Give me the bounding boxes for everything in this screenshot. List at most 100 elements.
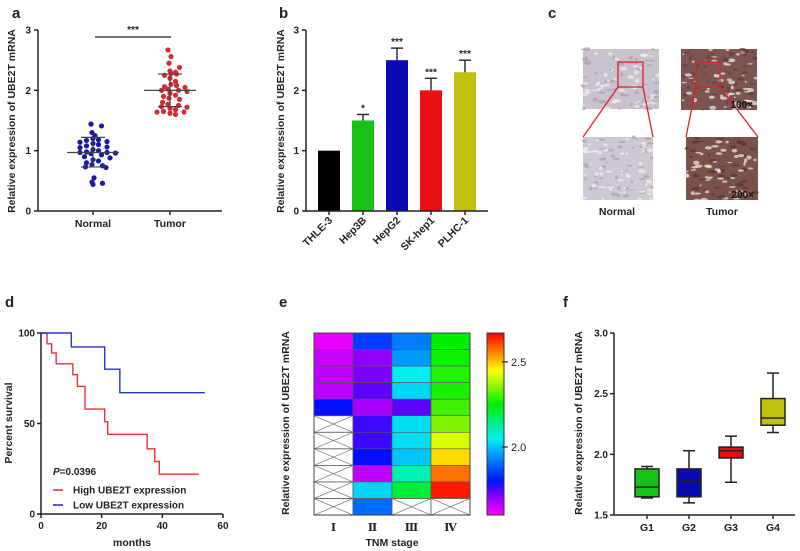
data-point [181, 109, 187, 115]
cell [704, 190, 710, 194]
data-point [90, 181, 96, 188]
heatmap-cell [313, 332, 354, 350]
cell [691, 140, 700, 144]
cell [609, 79, 616, 83]
cell [605, 161, 609, 164]
cell [635, 138, 639, 140]
cell [728, 80, 736, 85]
heatmap-cell [313, 382, 354, 400]
panel-b-bar-chart: b Relative expression of UBE2T mRNA THLE-3… [275, 5, 488, 253]
cell [715, 152, 723, 155]
data-point [176, 96, 183, 102]
cell [639, 64, 642, 67]
heatmap-cell [352, 448, 393, 466]
cell [607, 148, 614, 152]
cell [737, 169, 744, 172]
cell [635, 89, 638, 93]
heatmap-cell [352, 498, 393, 516]
cell [650, 156, 654, 160]
p-value-number: =0.0396 [60, 467, 97, 478]
cell [639, 177, 645, 180]
cell [595, 139, 600, 142]
data-point [103, 164, 109, 171]
zoom-connector [642, 86, 654, 138]
cell [641, 148, 645, 153]
cell [682, 63, 688, 67]
y-tick-label: 2 [293, 86, 299, 97]
cell [700, 197, 708, 201]
cell [730, 145, 737, 149]
heatmap-cell [430, 365, 471, 383]
y-tick-label: 3.0 [594, 329, 608, 340]
cell [640, 141, 647, 145]
heatmap-cell [391, 332, 432, 350]
heatmap-cell [352, 431, 393, 450]
cell [596, 88, 601, 91]
heatmap-cell [391, 448, 432, 466]
y-tick-label: 2.0 [594, 450, 608, 461]
cell [681, 53, 685, 55]
cell [608, 68, 612, 72]
cell [727, 161, 733, 164]
x-tick-label: 60 [217, 521, 229, 532]
cell [598, 100, 606, 104]
cell [584, 60, 592, 65]
p-label: P [53, 467, 60, 478]
legend-label: High UBE2T expression [73, 486, 186, 497]
cell [703, 65, 707, 68]
cell [730, 108, 734, 110]
cell [711, 192, 716, 197]
cell [730, 85, 734, 90]
cell [647, 142, 654, 145]
cell [616, 179, 624, 182]
cell [751, 101, 759, 106]
colorbar-tick-label: 2.0 [511, 442, 526, 454]
cell [721, 85, 725, 88]
x-tick-label: SK-hep1 [399, 215, 438, 254]
cell [693, 198, 701, 201]
x-tick-label: Normal [75, 218, 111, 230]
y-tick-label: 1.5 [594, 511, 608, 522]
cell [742, 186, 750, 190]
cell [584, 177, 587, 181]
cell [752, 56, 758, 60]
cell [631, 62, 639, 65]
cell [730, 173, 738, 178]
cell [745, 192, 749, 195]
cell [696, 63, 700, 68]
significance-label: *** [127, 25, 139, 36]
cell [742, 102, 750, 106]
x-tick-label: G1 [640, 522, 654, 534]
data-point [172, 107, 179, 113]
cell [732, 197, 741, 200]
cell [742, 49, 750, 54]
cell [684, 174, 690, 178]
cell [737, 77, 745, 81]
tumor-100x-image [679, 47, 759, 111]
significance-label: *** [425, 67, 437, 78]
cell [626, 186, 629, 191]
heatmap-cell [391, 481, 432, 499]
cell [603, 143, 608, 147]
y-tick-label: 3 [25, 26, 31, 37]
cell [689, 71, 695, 74]
empty-cell-cross [313, 481, 354, 499]
empty-cell-cross [430, 498, 471, 516]
y-axis-label: Relative expression of UBE2T mRNA [275, 29, 287, 213]
heatmap-cell [391, 382, 432, 400]
cell [736, 53, 740, 56]
data-point [165, 47, 171, 53]
cell [702, 72, 707, 74]
cell [690, 191, 695, 195]
x-tick-label: Ⅰ [331, 521, 336, 534]
cell [601, 197, 605, 200]
x-tick-label: Tumor [154, 218, 186, 230]
cell [683, 170, 689, 173]
data-point [83, 149, 90, 155]
cell [689, 57, 692, 60]
cell [725, 101, 729, 104]
cell [703, 164, 712, 167]
cell [613, 157, 620, 161]
cell [584, 88, 590, 93]
